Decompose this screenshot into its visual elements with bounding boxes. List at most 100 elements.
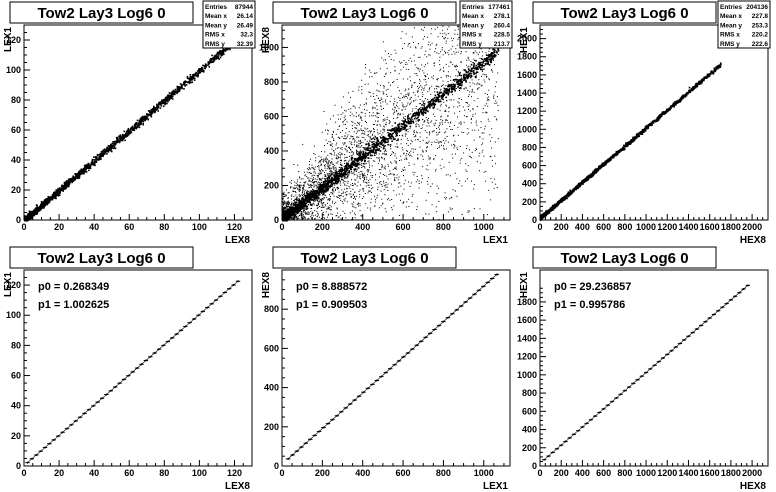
scatter-point <box>485 52 487 54</box>
scatter-point <box>483 64 486 67</box>
scatter-point <box>397 179 399 181</box>
scatter-point <box>457 28 459 30</box>
scatter-point <box>430 99 433 101</box>
scatter-point <box>363 148 365 150</box>
scatter-point <box>174 91 177 93</box>
scatter-point <box>150 113 152 115</box>
scatter-point <box>77 177 79 180</box>
scatter-point <box>457 106 459 108</box>
scatter-point <box>407 131 409 133</box>
scatter-point <box>381 144 384 146</box>
scatter-point <box>331 154 333 155</box>
scatter-point <box>337 173 340 175</box>
scatter-point <box>399 129 401 131</box>
scatter-point <box>435 122 436 124</box>
scatter-point <box>307 193 309 195</box>
scatter-point <box>422 158 424 160</box>
scatter-point <box>429 157 431 158</box>
scatter-point <box>406 201 408 203</box>
scatter-point <box>406 143 408 145</box>
scatter-point <box>63 181 66 184</box>
scatter-point <box>331 180 334 182</box>
scatter-point <box>370 131 372 132</box>
scatter-point <box>80 171 82 174</box>
scatter-point <box>379 91 381 93</box>
scatter-point <box>217 55 220 57</box>
scatter-point <box>334 165 336 167</box>
scatter-point <box>434 141 435 143</box>
scatter-point <box>47 201 50 204</box>
scatter-point <box>151 110 154 112</box>
scatter-point <box>418 86 420 88</box>
scatter-point <box>327 154 329 156</box>
scatter-point <box>364 151 367 154</box>
scatter-point <box>405 106 407 107</box>
scatter-point <box>371 154 373 157</box>
scatter-point <box>303 214 305 216</box>
scatter-point <box>447 93 450 96</box>
scatter-point <box>473 208 475 210</box>
scatter-point <box>393 104 395 106</box>
scatter-point <box>349 155 351 157</box>
scatter-point <box>314 193 317 195</box>
scatter-point <box>284 214 285 216</box>
scatter-point <box>434 100 436 103</box>
scatter-point <box>418 112 420 114</box>
scatter-point <box>447 33 449 34</box>
scatter-point <box>444 110 446 112</box>
scatter-point <box>349 166 352 169</box>
scatter-point <box>367 157 370 159</box>
scatter-point <box>154 107 157 109</box>
scatter-point <box>390 54 392 56</box>
scatter-point <box>338 170 340 173</box>
scatter-point <box>181 87 183 90</box>
scatter-point <box>403 152 405 154</box>
scatter-point <box>381 57 383 59</box>
scatter-point <box>490 61 493 63</box>
scatter-point <box>177 90 180 93</box>
scatter-point <box>446 128 448 130</box>
scatter-point <box>285 204 287 206</box>
scatter-point <box>457 82 459 84</box>
scatter-point <box>358 115 360 117</box>
scatter-point <box>297 184 299 186</box>
scatter-point <box>60 185 63 188</box>
scatter-point <box>400 125 403 128</box>
scatter-point <box>448 26 450 28</box>
stats-value: 32.3 <box>240 32 253 39</box>
scatter-point <box>287 218 289 220</box>
scatter-point <box>363 196 365 198</box>
scatter-point <box>448 161 450 163</box>
scatter-point <box>295 194 297 196</box>
scatter-point <box>309 199 310 201</box>
scatter-point <box>416 73 418 75</box>
scatter-point <box>330 192 332 194</box>
scatter-point <box>324 151 326 153</box>
scatter-point <box>404 125 407 128</box>
scatter-point <box>331 135 333 137</box>
scatter-point <box>321 170 323 172</box>
scatter-point <box>352 166 354 168</box>
scatter-point <box>474 150 476 152</box>
scatter-point <box>207 64 210 66</box>
scatter-point <box>27 217 30 220</box>
scatter-point <box>337 181 339 182</box>
scatter-point <box>348 92 350 94</box>
scatter-point <box>331 182 333 184</box>
scatter-point <box>339 195 341 197</box>
scatter-point <box>453 88 456 90</box>
scatter-point <box>38 209 41 211</box>
scatter-point <box>355 158 357 160</box>
scatter-point <box>385 211 387 213</box>
scatter-point <box>377 142 379 144</box>
scatter-point <box>323 192 325 194</box>
scatter-point <box>341 178 343 181</box>
scatter-point <box>166 96 169 98</box>
scatter-point <box>417 113 419 116</box>
scatter-point <box>377 112 379 114</box>
scatter-point <box>423 107 425 110</box>
scatter-point <box>444 52 446 54</box>
scatter-point <box>329 173 331 175</box>
scatter-point <box>117 140 119 142</box>
scatter-point <box>431 120 433 122</box>
